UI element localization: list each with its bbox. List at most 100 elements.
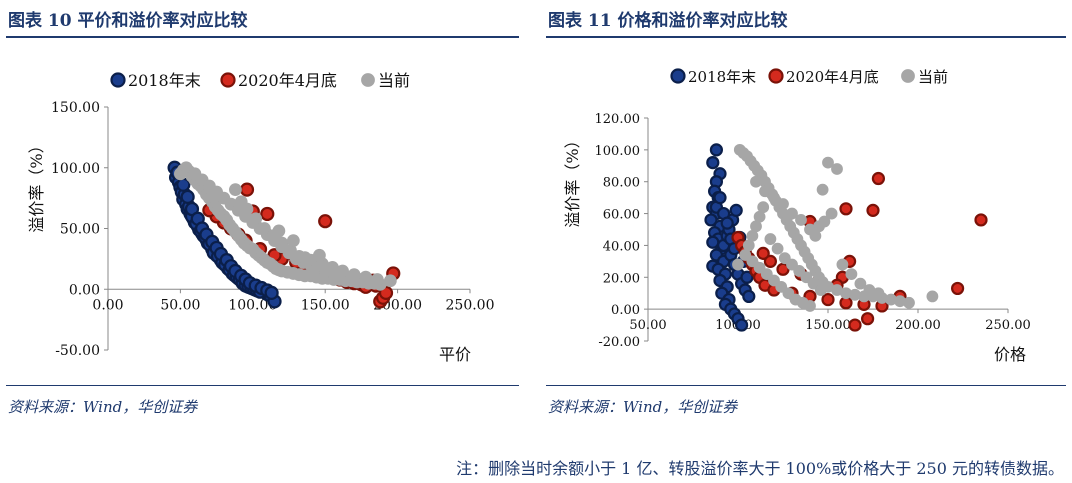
legend-label: 2020年4月底 xyxy=(786,68,879,86)
data-point xyxy=(786,207,798,220)
x-tick-label: 50.00 xyxy=(629,318,666,333)
series-0-points xyxy=(704,143,756,332)
data-point xyxy=(706,156,720,170)
data-point xyxy=(831,163,843,175)
legend-label: 2018年末 xyxy=(688,68,756,86)
data-point xyxy=(257,222,271,235)
data-point xyxy=(871,171,885,186)
legend-marker xyxy=(670,68,686,84)
y-tick-label: -50.00 xyxy=(55,343,100,359)
left-source-rule xyxy=(6,385,519,386)
y-tick-label: 100.00 xyxy=(51,161,100,177)
right-scatter-chart: 120.00 100.00 80.00 60.00 40.00 20.00 0.00 -20.… xyxy=(563,68,1031,364)
x-tick-label: 0.00 xyxy=(92,297,123,313)
left-title-rule xyxy=(6,36,519,38)
y-axis-label: 溢价率（%） xyxy=(563,132,582,227)
data-point xyxy=(854,277,867,290)
data-point xyxy=(764,233,777,245)
data-point xyxy=(742,289,756,303)
data-point xyxy=(814,284,827,296)
data-point xyxy=(313,248,326,262)
y-tick-label: 0.00 xyxy=(611,303,640,318)
data-point xyxy=(732,258,744,271)
y-tick-label: 60.00 xyxy=(603,208,640,223)
footnote: 注：删除当时余额小于 1 亿、转股溢价率大于 100%或价格大于 250 元的转… xyxy=(456,459,1064,478)
x-tick-label: 150.00 xyxy=(301,297,350,313)
right-figure-source: 资料来源：Wind，华创证券 xyxy=(548,398,738,416)
data-point xyxy=(264,285,279,300)
data-point xyxy=(771,242,784,255)
y-tick-label: 80.00 xyxy=(603,176,640,191)
data-point xyxy=(866,203,880,217)
data-point xyxy=(239,182,255,197)
data-point xyxy=(816,183,829,196)
data-point xyxy=(872,287,885,300)
data-point xyxy=(768,191,780,204)
series-2-points xyxy=(732,143,939,312)
series-0-points xyxy=(167,160,282,309)
legend-marker xyxy=(901,69,915,83)
data-point xyxy=(756,246,770,260)
y-tick-label: 40.00 xyxy=(603,239,640,254)
data-point xyxy=(836,258,849,271)
data-point xyxy=(951,281,965,296)
data-point xyxy=(903,296,915,309)
data-point xyxy=(370,273,384,286)
data-point xyxy=(740,270,754,284)
y-tick-label: -20.00 xyxy=(598,335,640,350)
y-axis-label: 溢价率（%） xyxy=(27,137,46,232)
data-point xyxy=(821,292,835,307)
y-tick-label: 20.00 xyxy=(603,271,640,286)
right-title-rule xyxy=(546,36,1066,38)
data-point xyxy=(729,203,743,217)
x-tick-label: 200.00 xyxy=(895,318,941,333)
y-tick-label: 0.00 xyxy=(69,282,100,298)
data-point xyxy=(249,212,263,226)
x-tick-label: 250.00 xyxy=(446,297,495,313)
data-point xyxy=(709,143,723,157)
data-point xyxy=(777,198,789,210)
data-point xyxy=(763,254,777,268)
x-tick-label: 50.00 xyxy=(160,297,200,313)
data-point xyxy=(229,183,242,197)
data-point xyxy=(795,214,807,226)
data-point xyxy=(383,274,397,288)
data-point xyxy=(735,318,749,332)
data-point xyxy=(713,191,727,205)
data-point xyxy=(180,189,195,205)
left-figure-source: 资料来源：Wind，华创证券 xyxy=(8,398,198,416)
data-point xyxy=(825,207,838,220)
data-point xyxy=(272,224,286,238)
data-point xyxy=(848,318,862,332)
data-point xyxy=(750,175,762,188)
data-point xyxy=(298,251,312,265)
x-tick-label: 100.00 xyxy=(228,297,277,313)
data-point xyxy=(336,264,349,278)
data-point xyxy=(804,223,816,236)
left-figure-title: 图表 10 平价和溢价率对应比较 xyxy=(8,11,248,31)
data-point xyxy=(286,234,300,248)
y-tick-label: 50.00 xyxy=(60,222,100,238)
left-scatter-chart: 150.00 100.00 50.00 0.00 -50.00 0.00 50.00 100.… xyxy=(27,71,495,364)
data-point xyxy=(757,201,770,214)
y-tick-label: 100.00 xyxy=(595,144,641,159)
legend-marker xyxy=(110,72,126,88)
x-axis-label: 价格 xyxy=(994,345,1026,364)
data-point xyxy=(845,268,858,281)
legend-marker xyxy=(361,73,375,87)
right-figure-title: 图表 11 价格和溢价率对应比较 xyxy=(548,11,788,31)
x-tick-label: 250.00 xyxy=(985,318,1031,333)
data-point xyxy=(720,216,734,230)
legend-label: 当前 xyxy=(918,68,948,86)
data-point xyxy=(359,270,373,284)
legend-marker xyxy=(768,68,784,84)
data-point xyxy=(240,202,254,216)
data-point xyxy=(861,312,875,326)
data-point xyxy=(839,202,853,216)
data-point xyxy=(260,206,275,222)
data-point xyxy=(974,213,988,227)
legend-label: 2018年末 xyxy=(128,71,201,90)
data-point xyxy=(759,185,771,198)
data-point xyxy=(926,290,939,303)
x-axis-label: 平价 xyxy=(439,345,471,364)
